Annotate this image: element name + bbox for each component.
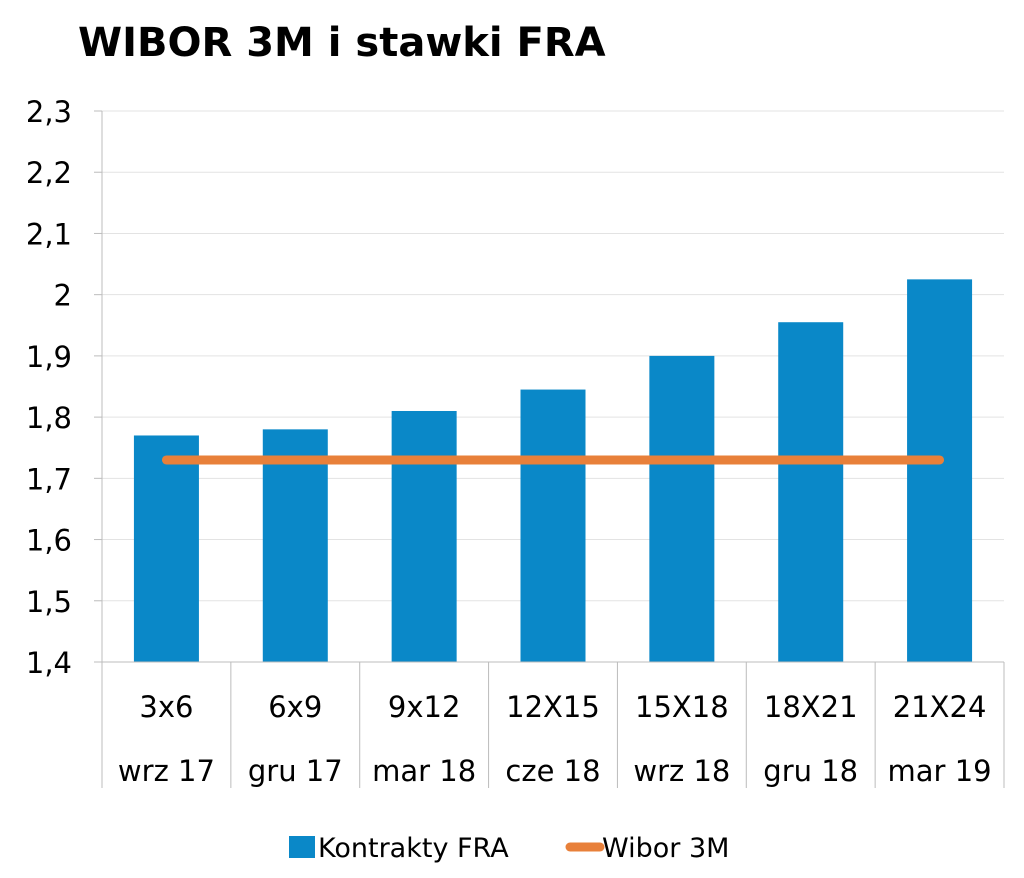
x-group-label: cze 18 <box>505 754 600 788</box>
y-tick-label: 2,2 <box>26 156 72 190</box>
bar <box>778 322 844 662</box>
y-tick-label: 2,3 <box>26 95 72 129</box>
x-category-label: 6x9 <box>268 690 322 724</box>
x-group-label: wrz 18 <box>633 754 730 788</box>
y-tick-label: 1,9 <box>26 340 72 374</box>
bar <box>391 410 457 662</box>
y-tick-label: 2 <box>54 279 72 313</box>
y-tick-label: 1,5 <box>26 585 72 619</box>
x-group-label: mar 18 <box>372 754 476 788</box>
axes <box>94 110 1005 788</box>
y-tick-labels: 1,4 1,5 1,6 1,7 1,8 1,9 2 2,1 2,2 2,3 <box>26 95 72 680</box>
x-category-label: 18X21 <box>764 690 858 724</box>
legend-label: Kontrakty FRA <box>318 833 509 864</box>
x-category-label: 9x12 <box>388 690 461 724</box>
bar <box>133 435 199 662</box>
x-group-label: gru 17 <box>248 754 343 788</box>
x-group-label: wrz 17 <box>118 754 215 788</box>
x-group-label: gru 18 <box>763 754 858 788</box>
x-category-label: 21X24 <box>893 690 987 724</box>
bar <box>520 389 586 662</box>
chart-title: WIBOR 3M i stawki FRA <box>78 20 606 66</box>
x-category-labels: 3x6 wrz 17 6x9 gru 17 9x12 mar 18 12X15 cze 18 1… <box>118 690 992 788</box>
x-category-label: 12X15 <box>506 690 600 724</box>
y-tick-label: 1,4 <box>26 646 72 680</box>
y-tick-label: 2,1 <box>26 217 72 251</box>
bar-series <box>133 279 973 662</box>
x-category-label: 3x6 <box>139 690 193 724</box>
legend: Kontrakty FRA Wibor 3M <box>289 833 729 864</box>
x-group-label: mar 19 <box>888 754 992 788</box>
bar <box>262 429 328 662</box>
y-tick-label: 1,6 <box>26 524 72 558</box>
x-category-label: 15X18 <box>635 690 729 724</box>
bar <box>649 355 715 662</box>
y-tick-label: 1,8 <box>26 401 72 435</box>
legend-swatch-bars <box>289 836 315 858</box>
bar <box>907 279 973 662</box>
legend-label: Wibor 3M <box>602 833 729 864</box>
y-tick-label: 1,7 <box>26 462 72 496</box>
